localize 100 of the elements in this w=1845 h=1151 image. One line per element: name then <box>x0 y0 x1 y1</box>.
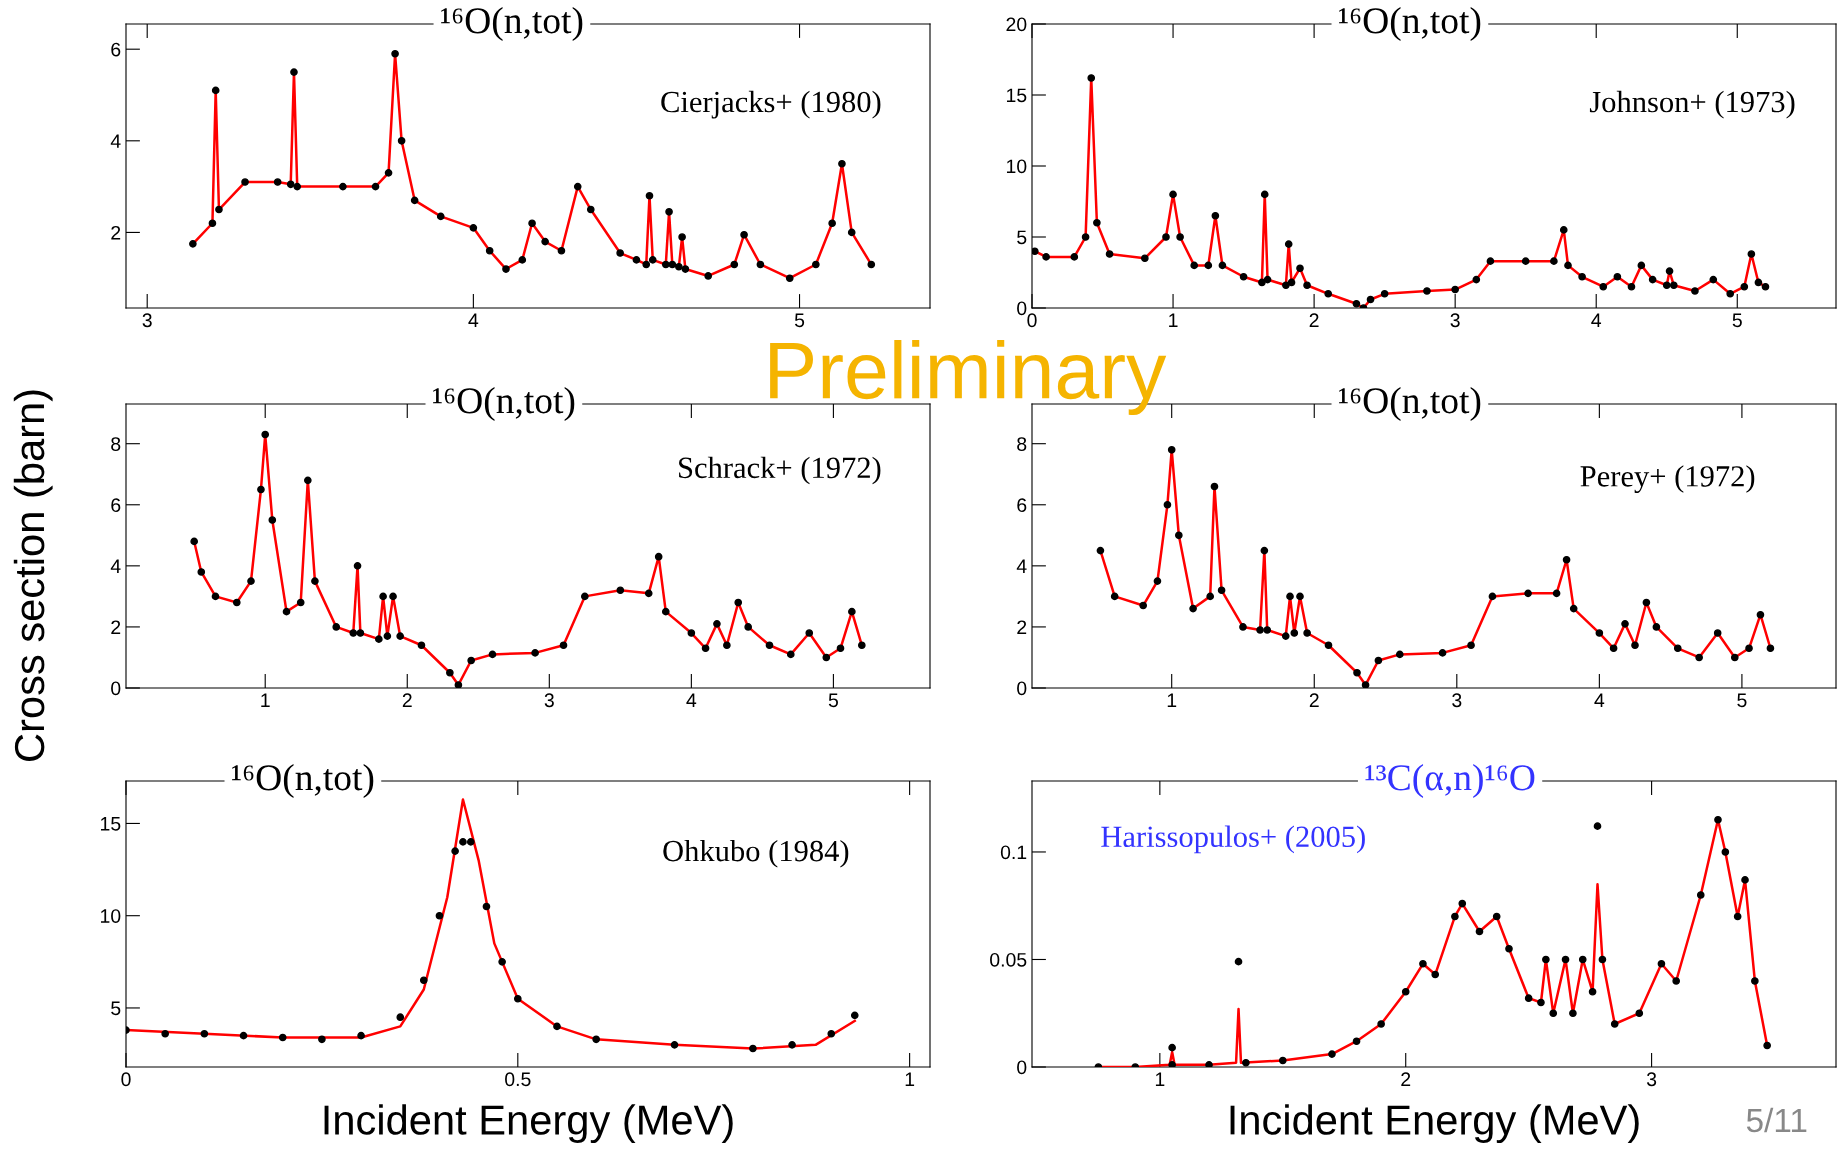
point <box>502 265 510 273</box>
point <box>1721 848 1730 856</box>
point <box>1672 977 1681 985</box>
point <box>1324 289 1333 298</box>
point <box>573 182 582 191</box>
point <box>559 641 568 650</box>
point <box>482 902 491 911</box>
point <box>670 1041 679 1049</box>
point <box>1588 987 1597 996</box>
point <box>1669 281 1678 290</box>
point <box>765 641 774 650</box>
point <box>1162 233 1170 241</box>
point <box>847 228 856 237</box>
point <box>318 1035 326 1044</box>
point <box>1761 282 1770 291</box>
point <box>592 1035 600 1044</box>
point <box>531 649 539 657</box>
x-tick-label: 1 <box>905 1072 915 1086</box>
point <box>1598 955 1607 964</box>
point <box>282 607 291 616</box>
point <box>1260 546 1269 555</box>
point <box>1488 592 1497 601</box>
point <box>668 260 677 269</box>
point <box>1190 261 1199 270</box>
point <box>189 240 197 248</box>
point <box>1096 546 1105 555</box>
point <box>1153 577 1162 585</box>
point <box>391 49 399 58</box>
y-axis-title: Cross section (barn) <box>13 390 53 761</box>
point <box>1458 899 1467 908</box>
x-tick-label: 3 <box>1450 313 1460 328</box>
point <box>1609 644 1618 653</box>
point <box>1239 623 1247 631</box>
point <box>1242 1058 1250 1067</box>
point <box>190 537 199 546</box>
x-tick-label: 5 <box>1737 693 1747 708</box>
point <box>1284 240 1293 248</box>
point <box>1766 644 1775 653</box>
x-tick-label: 1 <box>1169 313 1178 327</box>
point <box>1282 281 1290 290</box>
point <box>1467 641 1475 650</box>
point <box>451 847 459 855</box>
y-tick-label: 0.05 <box>990 952 1027 967</box>
point <box>304 476 312 485</box>
point <box>1578 955 1587 964</box>
point <box>459 838 467 846</box>
point <box>1657 959 1666 968</box>
point <box>488 650 497 659</box>
point <box>1218 261 1227 270</box>
point <box>642 260 651 269</box>
point <box>723 641 731 650</box>
point <box>257 485 265 494</box>
y-tick-label: 0.1 <box>1000 845 1027 860</box>
point <box>1714 815 1722 824</box>
point <box>1324 641 1333 650</box>
point <box>384 169 393 177</box>
point <box>1564 261 1572 270</box>
point <box>197 568 206 576</box>
y-tick-label: 0 <box>111 681 121 696</box>
point <box>1754 278 1763 287</box>
point <box>446 668 454 677</box>
point <box>396 1013 405 1022</box>
point <box>1163 500 1172 509</box>
annotation: Perey+ (1972) <box>1580 465 1755 493</box>
x-tick-label: 5 <box>828 693 838 708</box>
point <box>1352 1037 1361 1046</box>
point <box>644 589 653 598</box>
x-tick-label: 1 <box>1155 1072 1165 1086</box>
point <box>1542 955 1550 964</box>
point <box>379 592 387 601</box>
point <box>498 958 506 966</box>
point <box>1328 1050 1336 1058</box>
point <box>1032 247 1039 256</box>
point <box>1419 959 1427 968</box>
point <box>1475 927 1484 936</box>
point <box>648 256 657 264</box>
chart-title: ¹³C(α,n)¹⁶O <box>1365 764 1535 798</box>
point <box>616 249 624 257</box>
point <box>1637 261 1646 270</box>
point <box>1713 629 1722 637</box>
y-tick-label: 20 <box>1006 17 1027 32</box>
x-tick-label: 2 <box>1309 313 1319 327</box>
annotation: Schrack+ (1972) <box>679 456 881 485</box>
point <box>867 260 876 269</box>
point <box>1042 253 1050 261</box>
x-tick-label: 2 <box>1309 693 1319 707</box>
point <box>1169 190 1177 199</box>
point <box>1635 1009 1644 1018</box>
point <box>1167 445 1176 454</box>
point <box>435 911 444 920</box>
point <box>734 598 743 607</box>
point <box>1141 254 1149 263</box>
y-tick-label: 0 <box>1017 1060 1027 1075</box>
point <box>681 265 690 273</box>
x-axis-title: Incident Energy (MeV) <box>1230 1104 1639 1144</box>
point <box>1366 295 1375 304</box>
point <box>211 86 220 95</box>
point <box>805 629 814 637</box>
point <box>713 620 721 628</box>
x-tick-label: 4 <box>468 313 479 327</box>
